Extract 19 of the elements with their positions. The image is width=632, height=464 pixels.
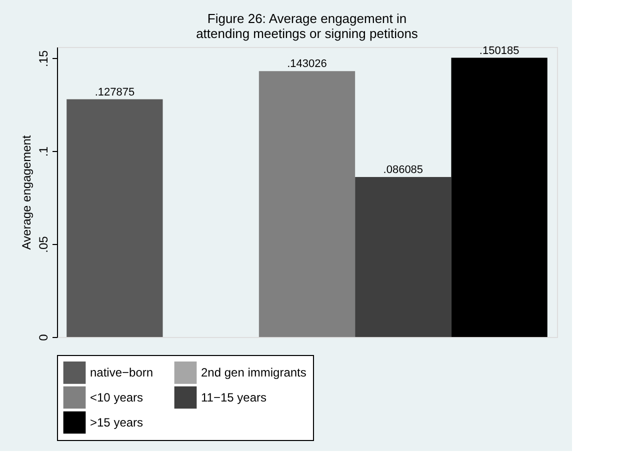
legend-label: <10 years [90,390,144,404]
legend-label: >15 years [90,416,144,430]
y-tick-label: 0 [36,334,50,341]
bar [355,176,452,337]
y-axis-title: Average engagement [20,134,34,250]
legend-label: native−born [90,366,154,380]
data-label: .127875 [94,86,135,98]
bar [66,99,163,337]
bar [258,71,356,337]
y-tick-label: .1 [36,146,50,157]
chart-title: Figure 26: Average engagement in attending meetings or signing petitions [196,10,418,41]
data-label: .086085 [383,164,424,176]
data-label: .143026 [287,58,327,70]
data-label: .150185 [479,44,520,57]
bar [451,58,548,337]
legend-label: 2nd gen immigrants [201,366,306,380]
legend-label: 11−15 years [201,390,266,404]
y-tick-label: .05 [36,236,50,253]
y-tick-label: .15 [36,50,50,67]
